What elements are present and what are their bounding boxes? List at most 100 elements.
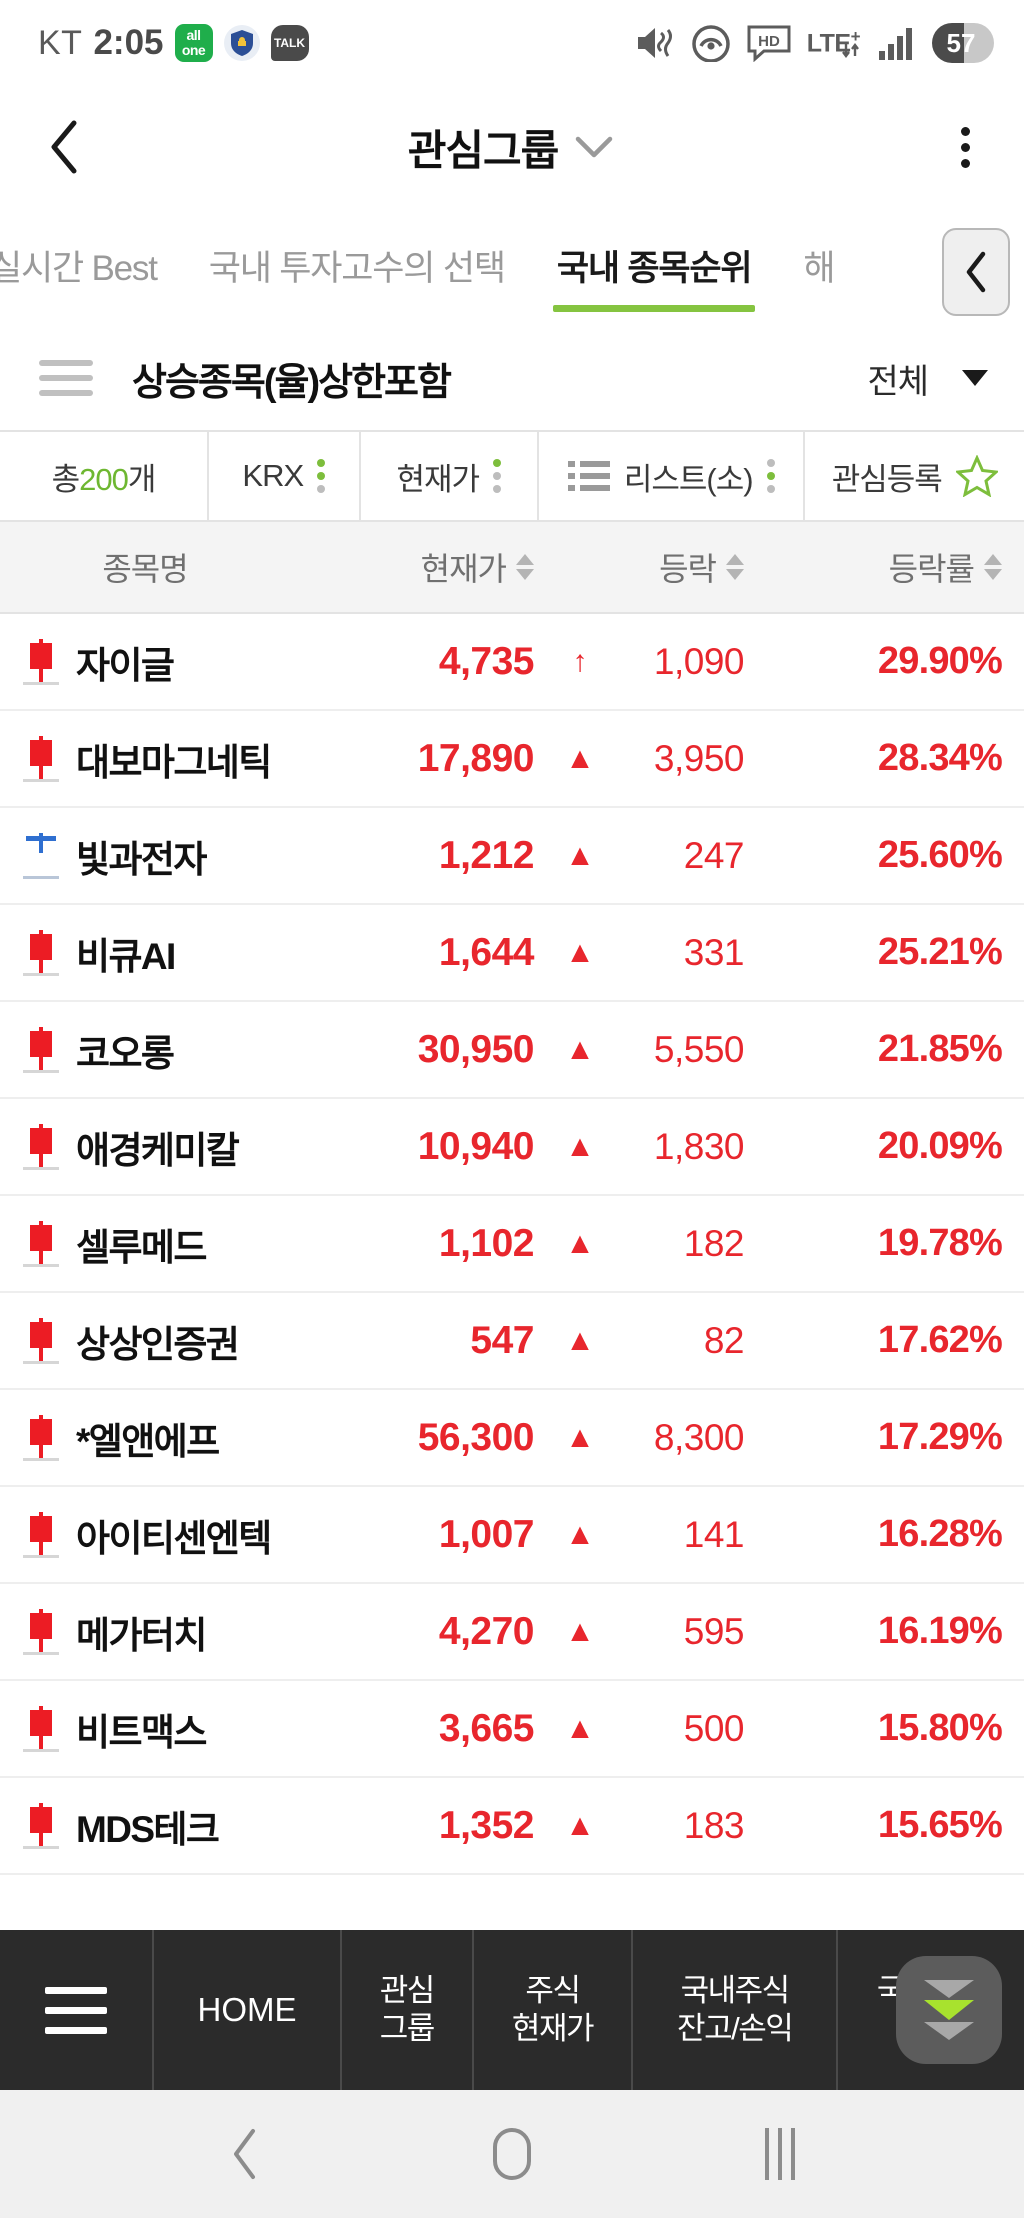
table-row[interactable]: 자이글 4,735 ↑ 1,090 29.90% — [0, 614, 1024, 711]
kebab-dot — [961, 126, 970, 136]
stock-change-rate: 20.09% — [877, 1125, 1003, 1167]
column-label: 현재가 — [420, 551, 507, 587]
filter-menu-button[interactable] — [0, 360, 132, 396]
back-chevron-icon — [51, 120, 77, 174]
stock-name: 자이글 — [76, 644, 175, 686]
stock-name: 비큐AI — [76, 935, 176, 977]
stock-name: 메가터치 — [76, 1614, 207, 1656]
kebab-menu-icon[interactable] — [951, 117, 980, 178]
stock-change-rate: 25.60% — [877, 834, 1003, 876]
svg-text:HD: HD — [758, 33, 780, 50]
hotspot-icon — [691, 25, 730, 62]
candlestick-red-icon — [23, 1511, 59, 1558]
android-recents-button[interactable] — [725, 2099, 835, 2209]
column-label: 종목명 — [102, 551, 188, 587]
stock-list[interactable]: 자이글 4,735 ↑ 1,090 29.90% 대보마그네틱 17,890 ▲ 3,950 28… — [0, 614, 1024, 1930]
nav-current-price[interactable]: 주식 현재가 — [471, 1930, 632, 2090]
kebab-dot — [961, 142, 970, 152]
nav-label-line2: 잔고/손익 — [677, 2011, 794, 2046]
stock-name: 셀루메드 — [76, 1226, 207, 1268]
stock-name: 상상인증권 — [76, 1323, 240, 1365]
market-chip[interactable]: KRX — [209, 432, 361, 520]
stock-change-rate: 17.29% — [877, 1416, 1003, 1458]
tab-domestic-expert-picks[interactable]: 국내 투자고수의 선택 — [183, 240, 531, 326]
hamburger-line — [45, 1986, 107, 1994]
hamburger-line — [39, 360, 93, 366]
stock-name-cell: 아이티센엔텍 — [0, 1508, 290, 1562]
stock-price: 17,890 — [417, 736, 535, 780]
market-scope-select[interactable]: 전체 — [867, 354, 988, 403]
stock-name: MDS테크 — [76, 1808, 220, 1850]
nav-label-line1: 국내주식 — [680, 1973, 791, 2009]
table-row[interactable]: 비트맥스 3,665 ▲ 500 15.80% — [0, 1681, 1024, 1778]
shield-icon — [223, 25, 260, 61]
total-count-text: 총200개 — [52, 454, 157, 499]
stock-price: 547 — [470, 1318, 534, 1362]
nav-label-line1: 관심 — [379, 1973, 436, 2009]
hamburger-line — [39, 375, 93, 381]
stock-name-cell: 비큐AI — [0, 926, 290, 980]
table-row[interactable]: *엘앤에프 56,300 ▲ 8,300 17.29% — [0, 1390, 1024, 1487]
direction-arrow-icon: ↑ — [572, 644, 588, 678]
chevron-grey-bottom — [924, 2022, 974, 2040]
column-header-price[interactable]: 현재가 — [290, 544, 552, 590]
table-row[interactable]: 대보마그네틱 17,890 ▲ 3,950 28.34% — [0, 711, 1024, 808]
favorite-register-chip[interactable]: 관심등록 — [805, 432, 1024, 520]
stock-change-rate: 25.21% — [877, 931, 1003, 973]
stock-change: 500 — [683, 1707, 745, 1749]
android-back-button[interactable] — [189, 2099, 299, 2209]
direction-arrow-icon: ▲ — [565, 935, 595, 969]
nav-home[interactable]: HOME — [152, 1930, 340, 2090]
table-row[interactable]: 코오롱 30,950 ▲ 5,550 21.85% — [0, 1002, 1024, 1099]
table-row[interactable]: 비큐AI 1,644 ▲ 331 25.21% — [0, 905, 1024, 1002]
tab-scroll-back-button[interactable] — [942, 228, 1010, 316]
direction-arrow-icon: ▲ — [565, 838, 595, 872]
stock-change: 183 — [683, 1804, 745, 1846]
stock-price: 10,940 — [417, 1124, 535, 1168]
nav-watchlist[interactable]: 관심 그룹 — [340, 1930, 472, 2090]
tab-label: 국내 종목순위 — [556, 249, 753, 288]
carrier-label: KT — [38, 23, 83, 62]
price-chip[interactable]: 현재가 — [361, 432, 539, 520]
android-home-button[interactable] — [457, 2099, 567, 2209]
table-row[interactable]: MDS테크 1,352 ▲ 183 15.65% — [0, 1778, 1024, 1875]
three-dots-icon — [493, 459, 502, 493]
tab-domestic-stock-ranking[interactable]: 국내 종목순위 — [531, 240, 778, 326]
list-size-chip[interactable]: 리스트(소) — [539, 432, 806, 520]
header-title-group: 관심그룹 — [0, 117, 1024, 178]
layers-chevron-icon[interactable] — [896, 1956, 1002, 2064]
column-header-change[interactable]: 등락 — [552, 544, 762, 590]
tab-overseas[interactable]: 해 — [777, 240, 860, 326]
direction-arrow-icon: ▲ — [565, 1226, 595, 1260]
direction-arrow-icon: ▲ — [565, 1420, 595, 1454]
stock-change-rate: 17.62% — [877, 1319, 1003, 1361]
total-suffix: 개 — [127, 461, 157, 497]
bottom-menu-button[interactable] — [0, 1930, 152, 2090]
star-icon — [955, 455, 998, 497]
chevron-down-icon[interactable] — [572, 132, 616, 162]
nav-label-line1: 주식 — [525, 1973, 581, 2009]
table-row[interactable]: 애경케미칼 10,940 ▲ 1,830 20.09% — [0, 1099, 1024, 1196]
candlestick-red-icon — [23, 929, 59, 976]
header-back-button[interactable] — [34, 119, 94, 175]
stock-name-cell: 메가터치 — [0, 1605, 290, 1659]
table-row[interactable]: 빛과전자 1,212 ▲ 247 25.60% — [0, 808, 1024, 905]
total-count-chip[interactable]: 총200개 — [0, 432, 210, 520]
table-row[interactable]: 셀루메드 1,102 ▲ 182 19.78% — [0, 1196, 1024, 1293]
app-header: 관심그룹 — [0, 86, 1024, 208]
candlestick-red-icon — [23, 735, 59, 782]
candlestick-red-icon — [23, 1802, 59, 1849]
stock-change: 595 — [683, 1610, 745, 1652]
table-row[interactable]: 메가터치 4,270 ▲ 595 16.19% — [0, 1584, 1024, 1681]
stock-price: 30,950 — [417, 1027, 535, 1071]
column-header-name: 종목명 — [0, 544, 290, 590]
chevron-green — [924, 2000, 974, 2020]
hd-icon: HD — [747, 25, 791, 62]
nav-balance[interactable]: 국내주식 잔고/손익 — [631, 1930, 836, 2090]
stock-price: 1,644 — [438, 930, 535, 974]
table-row[interactable]: 아이티센엔텍 1,007 ▲ 141 16.28% — [0, 1487, 1024, 1584]
column-header-rate[interactable]: 등락률 — [762, 544, 1024, 590]
tab-realtime-best[interactable]: 실시간 Best — [0, 240, 183, 326]
table-row[interactable]: 상상인증권 547 ▲ 82 17.62% — [0, 1293, 1024, 1390]
stock-change-rate: 28.34% — [877, 737, 1003, 779]
